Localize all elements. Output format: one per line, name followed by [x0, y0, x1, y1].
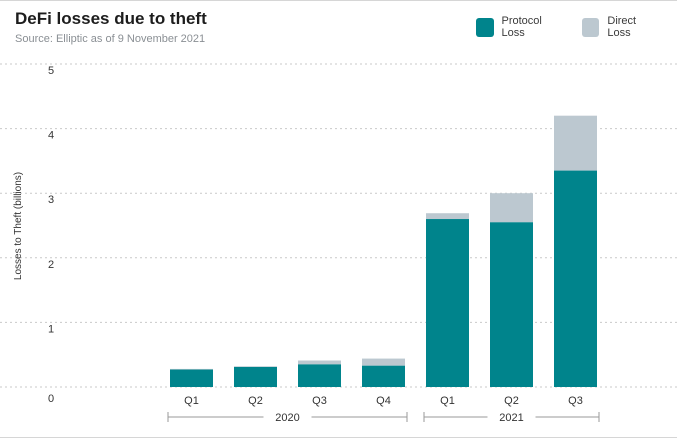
x-tick-label-5: Q2 — [504, 395, 519, 407]
legend-label-direct-loss: Direct Loss — [607, 15, 637, 39]
x-tick-label-3: Q4 — [376, 395, 391, 407]
x-tick-label-4: Q1 — [440, 395, 455, 407]
group-label-0: 2020 — [275, 412, 299, 424]
y-tick-label-3: 3 — [48, 194, 54, 206]
y-tick-label-2: 2 — [48, 259, 54, 271]
y-tick-label-5: 5 — [48, 65, 54, 77]
x-tick-label-2: Q3 — [312, 395, 327, 407]
top-border — [0, 0, 677, 1]
y-tick-label-1: 1 — [48, 323, 54, 335]
bottom-border — [0, 437, 677, 438]
bar-direct-loss-2 — [298, 360, 341, 365]
legend: Protocol Loss Direct Loss — [476, 15, 677, 39]
legend-swatch-direct-loss — [581, 17, 600, 37]
bar-protocol-loss-4 — [426, 219, 469, 387]
x-tick-label-1: Q2 — [248, 395, 263, 407]
legend-item-direct-loss[interactable]: Direct Loss — [581, 15, 658, 39]
chart-title: DeFi losses due to theft — [15, 9, 207, 28]
bar-protocol-loss-2 — [298, 364, 341, 387]
chart-subtitle: Source: Elliptic as of 9 November 2021 — [15, 33, 206, 45]
bar-protocol-loss-5 — [490, 222, 533, 387]
y-tick-label-0: 0 — [48, 393, 54, 405]
bar-direct-loss-1 — [234, 366, 277, 367]
x-tick-label-0: Q1 — [184, 395, 199, 407]
bar-direct-loss-5 — [490, 193, 533, 223]
bar-protocol-loss-6 — [554, 170, 597, 387]
legend-label-protocol-loss: Protocol Loss — [501, 15, 542, 39]
bar-direct-loss-0 — [170, 368, 213, 370]
x-tick-label-6: Q3 — [568, 395, 583, 407]
y-axis-title: Losses to Theft (billions) — [13, 172, 24, 280]
bar-protocol-loss-0 — [170, 369, 213, 387]
bar-direct-loss-4 — [426, 213, 469, 220]
bar-direct-loss-3 — [362, 358, 405, 366]
legend-item-protocol-loss[interactable]: Protocol Loss — [476, 15, 563, 39]
bar-protocol-loss-1 — [234, 366, 277, 387]
bar-direct-loss-6 — [554, 115, 597, 171]
legend-swatch-protocol-loss — [476, 17, 494, 37]
bar-protocol-loss-3 — [362, 365, 405, 387]
group-label-1: 2021 — [499, 412, 523, 424]
y-tick-label-4: 4 — [48, 130, 54, 142]
